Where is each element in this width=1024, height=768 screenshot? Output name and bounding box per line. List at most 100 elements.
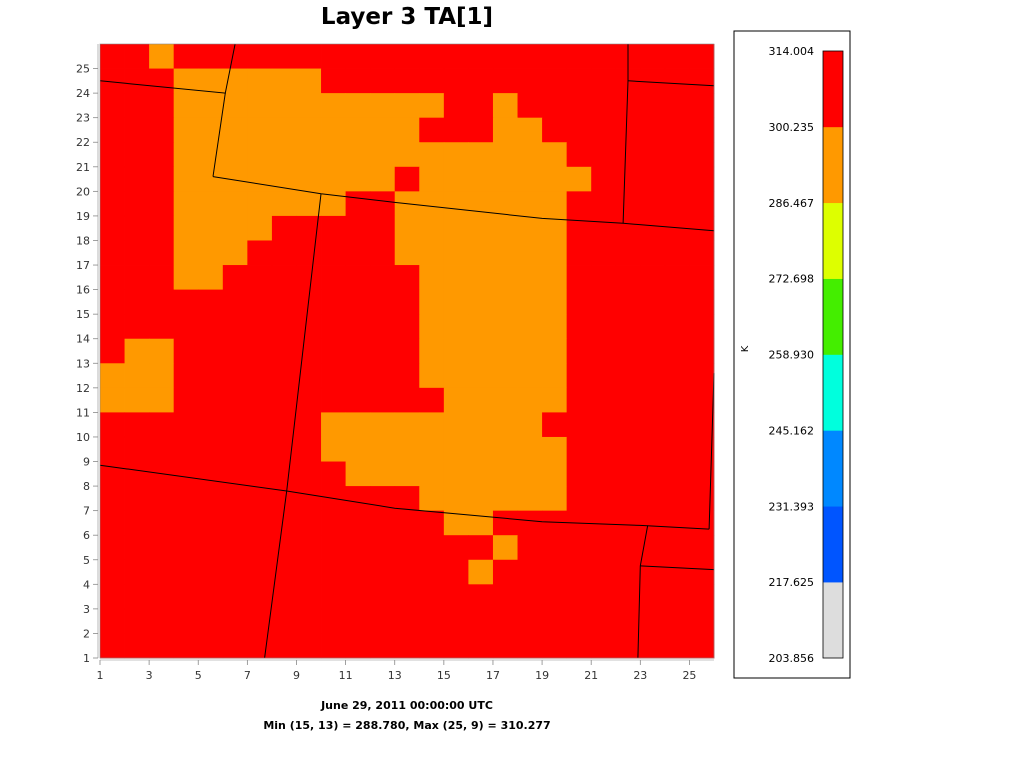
heatmap-cell (615, 338, 641, 364)
heatmap-cell (198, 486, 224, 512)
heatmap-cell (615, 510, 641, 536)
heatmap-cell (640, 510, 666, 536)
heatmap-cell (296, 486, 322, 512)
legend-color-band (823, 506, 843, 583)
heatmap-cell (664, 535, 690, 561)
heatmap-cell (517, 559, 543, 585)
heatmap-cell (124, 240, 150, 266)
heatmap-cell (100, 412, 125, 438)
heatmap-cell (124, 387, 150, 413)
heatmap-cell (345, 314, 371, 340)
heatmap-cell (173, 387, 199, 413)
heatmap-cell (443, 265, 469, 290)
heatmap-cell (124, 633, 150, 659)
heatmap-cell (591, 363, 617, 389)
heatmap-cell (271, 314, 297, 340)
heatmap-cell (640, 314, 666, 340)
heatmap-cell (591, 633, 617, 659)
heatmap-cell (542, 265, 568, 290)
heatmap-cell (542, 93, 568, 119)
y-tick-label: 7 (83, 505, 90, 518)
heatmap-cell (370, 510, 396, 536)
legend: 203.856 217.625 231.393 245.162 258.930 272.6… (733, 30, 851, 679)
heatmap-cell (321, 535, 346, 561)
heatmap-cell (173, 412, 199, 438)
heatmap-cell (664, 289, 690, 315)
heatmap-cell (100, 314, 125, 340)
heatmap-cell (517, 387, 543, 413)
heatmap-cell (492, 461, 518, 487)
heatmap-cell (542, 142, 568, 168)
heatmap-cell (615, 559, 641, 585)
heatmap-cell (517, 633, 543, 659)
heatmap-cell (615, 142, 641, 168)
heatmap-cell (664, 608, 690, 634)
heatmap-cell (198, 412, 224, 438)
heatmap-cell (370, 68, 396, 94)
legend-unit-label: K (740, 345, 751, 352)
heatmap-cell (370, 387, 396, 413)
heatmap-cell (345, 240, 371, 266)
heatmap-cell (296, 461, 322, 487)
y-tick-label: 9 (83, 456, 90, 469)
heatmap-cell (542, 338, 568, 364)
heatmap-cell (124, 559, 150, 585)
heatmap-cell (492, 338, 518, 364)
heatmap-cell (664, 338, 690, 364)
heatmap-cell (419, 633, 445, 659)
heatmap-cell (394, 412, 420, 438)
heatmap-cell (468, 633, 494, 659)
heatmap-cell (689, 215, 715, 241)
heatmap-cell (149, 608, 175, 634)
heatmap-cell (173, 584, 199, 610)
heatmap-cell (321, 240, 346, 266)
heatmap-cell (345, 559, 371, 585)
heatmap-cell (492, 559, 518, 585)
heatmap-cell (222, 608, 248, 634)
heatmap-cell (149, 436, 175, 462)
heatmap-cell (198, 436, 224, 462)
heatmap-cell (443, 486, 469, 512)
heatmap-cell (149, 633, 175, 659)
heatmap-cell (689, 338, 715, 364)
heatmap-cell (542, 240, 568, 266)
y-tick-label: 18 (76, 234, 90, 247)
heatmap-cell (689, 559, 715, 585)
heatmap-cell (370, 461, 396, 487)
heatmap-cell (615, 117, 641, 143)
legend-color-band (823, 202, 843, 279)
y-tick-label: 17 (76, 259, 90, 272)
heatmap-cell (222, 191, 248, 217)
heatmap-cell (321, 510, 346, 536)
heatmap-cell (222, 142, 248, 168)
heatmap-cell (664, 93, 690, 119)
heatmap-cell (173, 117, 199, 143)
heatmap-cell (124, 412, 150, 438)
heatmap-cell (517, 142, 543, 168)
heatmap-cell (664, 584, 690, 610)
heatmap-cell (321, 633, 346, 659)
y-tick-label: 5 (83, 554, 90, 567)
heatmap-cell (100, 44, 125, 69)
heatmap-cell (345, 608, 371, 634)
heatmap-cell (517, 510, 543, 536)
heatmap-cell (689, 436, 715, 462)
heatmap-cell (271, 387, 297, 413)
heatmap-cell (149, 559, 175, 585)
heatmap-cell (591, 240, 617, 266)
heatmap-cell (591, 93, 617, 119)
heatmap-cell (222, 584, 248, 610)
heatmap-cell (419, 461, 445, 487)
heatmap-cell (689, 142, 715, 168)
heatmap-cell (345, 633, 371, 659)
heatmap-cell (443, 387, 469, 413)
heatmap-cell (492, 117, 518, 143)
heatmap-cell (222, 510, 248, 536)
heatmap-cell (247, 289, 273, 315)
heatmap-cell (321, 215, 346, 241)
heatmap-cell (591, 314, 617, 340)
heatmap-cell (615, 363, 641, 389)
heatmap-cell (124, 608, 150, 634)
heatmap-cell (664, 633, 690, 659)
heatmap-cell (394, 314, 420, 340)
